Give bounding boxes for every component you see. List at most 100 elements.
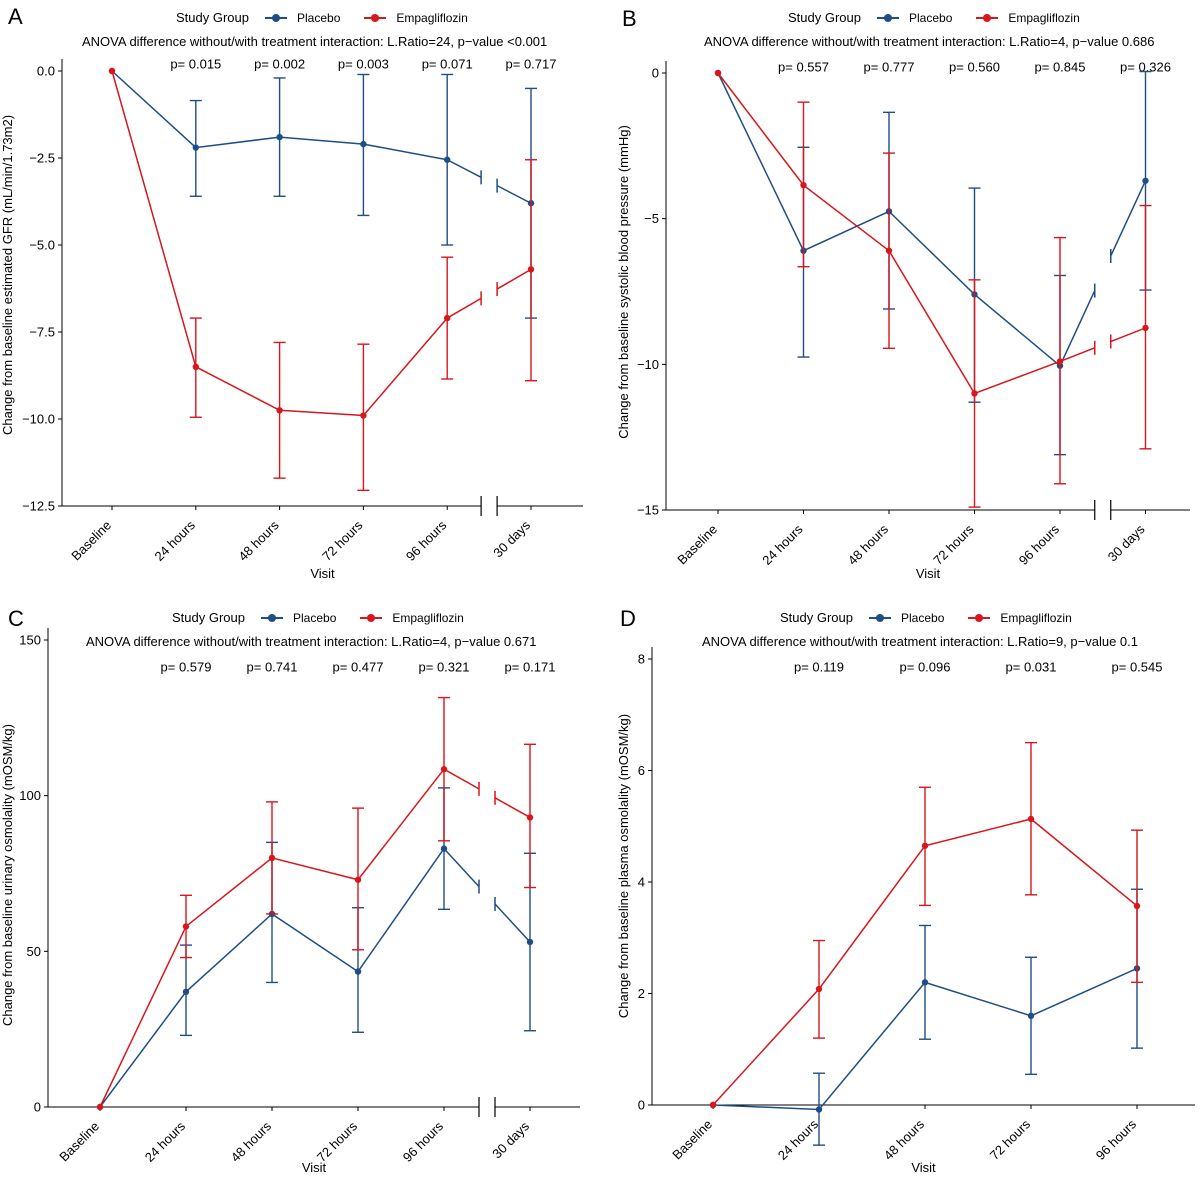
y-tick-label: −10 (637, 357, 659, 372)
p-value-label: p= 0.321 (419, 660, 470, 675)
data-point-placebo (192, 144, 199, 151)
p-value-label: p= 0.545 (1112, 660, 1163, 675)
x-tick-label: 72 hours (319, 517, 366, 564)
p-value-label: p= 0.002 (254, 57, 305, 72)
p-value-label: p= 0.096 (900, 660, 951, 675)
x-axis-title: Visit (310, 566, 335, 581)
x-tick-label: 24 hours (759, 521, 806, 568)
series-line-placebo (446, 159, 482, 179)
data-point-empagliflozin (354, 876, 362, 883)
x-tick-label: 30 days (489, 1118, 532, 1161)
anova-text: ANOVA difference without/with treatment … (86, 634, 537, 649)
legend-label-placebo: Placebo (297, 10, 341, 25)
legend: Study Group Placebo Empagliflozin (788, 10, 1102, 25)
data-point-empagliflozin (276, 407, 283, 414)
legend-label-empagliflozin: Empagliflozin (396, 10, 468, 25)
data-point-empagliflozin (444, 314, 451, 322)
data-point-empagliflozin (440, 766, 448, 773)
data-point-placebo (440, 845, 448, 852)
x-tick-label: 96 hours (400, 1118, 447, 1165)
data-point-empagliflozin (800, 181, 807, 189)
y-tick-label: 0 (638, 1098, 645, 1113)
x-tick-label: 72 hours (930, 521, 977, 568)
x-tick-label: Baseline (68, 518, 114, 564)
legend-label-placebo: Placebo (909, 10, 953, 25)
legend-title: Study Group (788, 10, 861, 25)
legend-key-placebo (875, 13, 901, 23)
legend-key-empagliflozin (966, 613, 992, 623)
y-tick-label: 0 (34, 1100, 41, 1115)
data-point-placebo (526, 938, 534, 946)
legend-key-empagliflozin (358, 613, 384, 623)
series-line-placebo (494, 903, 531, 943)
data-point-empagliflozin (709, 1101, 717, 1109)
series-line-placebo (1059, 290, 1096, 367)
p-value-label: p= 0.119 (794, 660, 844, 675)
x-tick-label: 24 hours (775, 1116, 822, 1163)
anova-text: ANOVA difference without/with treatment … (82, 34, 548, 49)
legend-title: Study Group (176, 10, 249, 25)
series-line-empagliflozin (1110, 327, 1146, 343)
y-tick-label: −7.5 (29, 325, 55, 340)
legend-label-empagliflozin: Empagliflozin (1008, 10, 1080, 25)
p-value-label: p= 0.031 (1006, 660, 1057, 675)
data-point-placebo (1027, 1012, 1035, 1019)
p-value-label: p= 0.071 (422, 57, 473, 72)
x-axis-title: Visit (302, 1160, 327, 1175)
y-tick-label: −10.0 (22, 412, 55, 427)
series-line-empagliflozin (494, 797, 531, 819)
series-line-placebo (443, 848, 480, 888)
x-tick-label: 48 hours (235, 517, 282, 564)
x-tick-label: 96 hours (403, 517, 450, 564)
x-tick-label: 30 days (1105, 521, 1148, 564)
series-line-placebo (1110, 180, 1147, 257)
series-line-placebo (496, 184, 532, 204)
x-tick-label: 96 hours (1016, 521, 1063, 568)
y-axis-title: Change from baseline plasma osmolality (… (616, 714, 631, 1018)
data-point-empagliflozin (268, 854, 276, 862)
p-value-label: p= 0.717 (506, 57, 557, 72)
p-value-label: p= 0.477 (333, 660, 384, 675)
data-point-empagliflozin (885, 247, 893, 254)
data-point-empagliflozin (96, 1103, 104, 1111)
x-tick-label: 48 hours (845, 521, 892, 568)
data-point-empagliflozin (971, 390, 978, 397)
x-tick-label: 48 hours (881, 1116, 928, 1163)
data-point-placebo (921, 979, 929, 986)
p-value-label: p= 0.557 (778, 60, 829, 75)
panel-letter: D (620, 606, 636, 631)
x-tick-label: 48 hours (228, 1118, 275, 1165)
x-tick-label: Baseline (669, 1117, 715, 1163)
x-tick-label: 96 hours (1093, 1116, 1140, 1163)
data-point-empagliflozin (1027, 815, 1035, 823)
data-point-placebo (182, 988, 190, 996)
panel-letter: B (622, 6, 637, 31)
panel-c: C Study Group Placebo Empagliflozin ANOV… (0, 590, 600, 1180)
data-point-empagliflozin (360, 412, 367, 419)
data-point-empagliflozin (921, 842, 929, 849)
chart-plot: 0 −5 −10 −15 Baseline 24 hours 48 hours 72 hour… (616, 60, 1190, 581)
legend-key-placebo (263, 13, 289, 23)
legend-label-empagliflozin: Empagliflozin (1000, 610, 1072, 625)
x-tick-label: Baseline (674, 522, 720, 568)
y-tick-label: −12.5 (22, 499, 55, 514)
legend-title: Study Group (172, 610, 245, 625)
legend: Study Group Placebo Empagliflozin (780, 610, 1094, 625)
legend-key-empagliflozin (974, 13, 1000, 23)
chart-plot: 0 2 4 6 8 Baseline 24 hours 48 hours 72 hours 96 … (616, 647, 1195, 1175)
p-value-label: p= 0.777 (864, 60, 915, 75)
legend-key-placebo (259, 613, 285, 623)
x-tick-label: 30 days (490, 517, 533, 560)
y-tick-label: 50 (27, 944, 41, 959)
y-tick-label: 0 (652, 66, 659, 81)
series-line-empagliflozin (446, 297, 482, 319)
p-value-label: p= 0.579 (161, 660, 212, 675)
y-tick-label: 0.0 (37, 64, 55, 79)
y-axis-title: Change from baseline urinary osmolality … (0, 724, 15, 1026)
p-value-label: p= 0.845 (1035, 60, 1086, 75)
y-tick-label: −15 (637, 503, 659, 518)
chart-plot: 0.0 −2.5 −5.0 −7.5 −10.0 −12.5 Baseline 24 hour… (0, 57, 583, 581)
y-tick-label: −5 (644, 211, 659, 226)
x-tick-label: Baseline (56, 1119, 102, 1165)
y-tick-label: 100 (19, 788, 41, 803)
